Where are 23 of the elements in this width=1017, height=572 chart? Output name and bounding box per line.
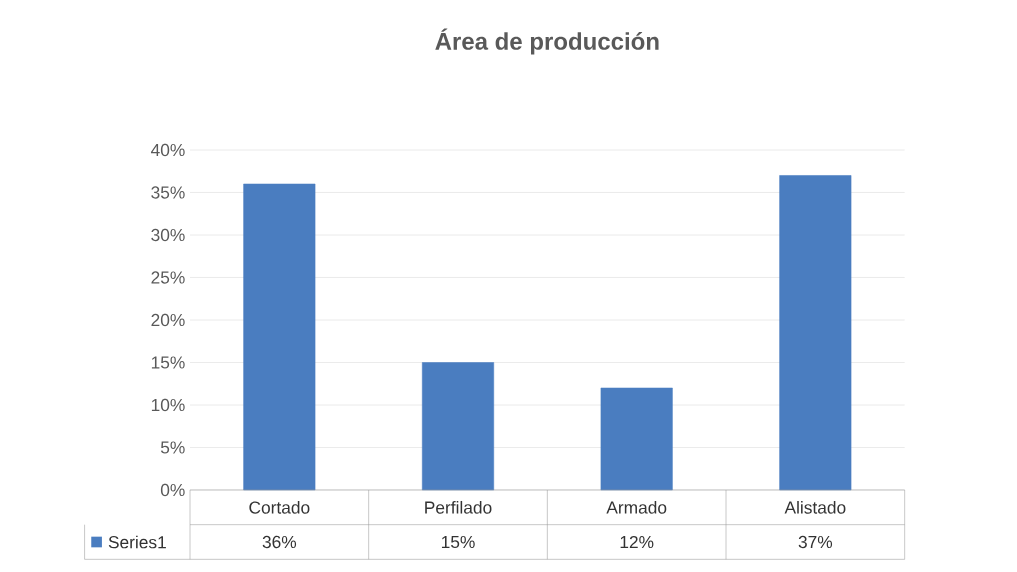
- y-tick-label: 20%: [151, 313, 185, 327]
- data-label: 12%: [620, 535, 654, 549]
- legend-label: Series1: [108, 535, 166, 549]
- y-tick-label: 30%: [151, 228, 185, 242]
- y-tick-label: 10%: [151, 398, 185, 412]
- y-tick-label: 15%: [151, 356, 185, 369]
- x-tick-label: Perfilado: [425, 500, 492, 514]
- data-label: 36%: [262, 535, 297, 549]
- bar: [422, 362, 495, 491]
- bar: [779, 175, 852, 491]
- x-tick-label: Cortado: [249, 500, 310, 514]
- y-tick-label: 0%: [160, 483, 185, 497]
- bar: [600, 387, 673, 491]
- chart-title: Área de producción: [435, 28, 659, 55]
- x-tick-label: Alistado: [784, 500, 846, 514]
- data-label: 37%: [798, 535, 833, 549]
- y-tick-label: 40%: [151, 143, 185, 157]
- y-tick-label: 35%: [151, 186, 185, 199]
- y-tick-label: 5%: [160, 441, 185, 454]
- y-tick-label: 25%: [151, 271, 185, 284]
- x-tick-label: Armado: [606, 500, 667, 514]
- data-label: 15%: [441, 535, 475, 549]
- bar: [243, 183, 316, 491]
